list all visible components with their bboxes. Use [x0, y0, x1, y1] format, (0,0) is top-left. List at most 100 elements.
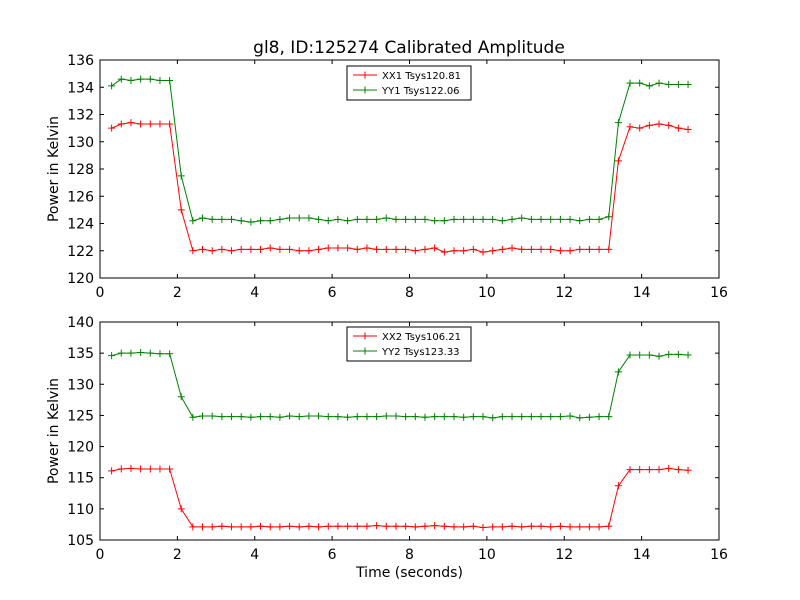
bottom-series-2-point	[276, 413, 284, 421]
top-series-2-point	[334, 215, 342, 223]
top-series-2-point	[237, 217, 245, 225]
bottom-series-1-point	[595, 523, 603, 531]
bottom-series-1-point	[489, 523, 497, 531]
bottom-series-1-point	[469, 522, 477, 530]
top-series-2-point	[614, 119, 622, 127]
bottom-series-1-point	[655, 466, 663, 474]
bottom-series-1-point	[189, 523, 197, 531]
bottom-series-2-point	[655, 352, 663, 360]
top-series-2-point	[527, 215, 535, 223]
top-legend: XX1 Tsys120.81 YY1 Tsys122.06	[346, 65, 472, 101]
top-series-1-point	[228, 247, 236, 255]
top-series-2-point	[489, 215, 497, 223]
bottom-series-1-point	[518, 523, 526, 531]
bottom-ytick-label: 120	[67, 440, 94, 456]
bottom-series-1-point	[228, 523, 236, 531]
bottom-series-2-point	[547, 413, 555, 421]
bottom-series-1-point	[537, 522, 545, 530]
top-series-2-point	[684, 81, 692, 89]
bottom-series-2-point	[177, 393, 185, 401]
bottom-series-1-point	[382, 522, 390, 530]
bottom-series-2-point	[334, 413, 342, 421]
top-series-1-point	[518, 245, 526, 253]
bottom-xtick-label: 12	[555, 547, 573, 563]
top-series-2-point	[537, 215, 545, 223]
bottom-series-2-point	[450, 413, 458, 421]
bottom-series-2-point	[146, 349, 154, 357]
bottom-series-1-point	[266, 523, 274, 531]
top-series-2-point	[276, 215, 284, 223]
bottom-series-1-point	[324, 522, 332, 530]
bottom-series-2-point	[665, 350, 673, 358]
top-series-1-point	[117, 120, 125, 128]
bottom-xtick-label: 14	[633, 547, 651, 563]
top-xtick-label: 0	[96, 285, 105, 301]
top-series-2-point	[199, 214, 207, 222]
bottom-series-1-point	[605, 522, 613, 530]
bottom-ytick-label: 125	[67, 408, 94, 424]
bottom-series-2-point	[166, 350, 174, 358]
top-series-1-point	[177, 206, 185, 214]
top-legend-label-1: XX1 Tsys120.81	[382, 71, 461, 82]
top-series-1-point	[556, 247, 564, 255]
top-series-1-point	[489, 247, 497, 255]
bottom-series-2-point	[218, 413, 226, 421]
top-series-1-point	[431, 244, 439, 252]
top-series-1-point	[411, 247, 419, 255]
bottom-series-2-point	[431, 413, 439, 421]
top-series-2-point	[460, 215, 468, 223]
top-series-2-point	[295, 214, 303, 222]
top-series-2-point	[636, 79, 644, 87]
top-series-2-point	[402, 215, 410, 223]
top-ytick-label: 124	[67, 217, 94, 233]
bottom-series-1-point	[392, 522, 400, 530]
top-series-2-point	[498, 217, 506, 225]
top-series-1-point	[315, 245, 323, 253]
bottom-series-1-point	[117, 465, 125, 473]
bottom-series-2-point	[440, 413, 448, 421]
bottom-series-1-point	[156, 465, 164, 473]
top-series-1-point	[665, 121, 673, 129]
bottom-series-2-point	[373, 413, 381, 421]
top-series-1-point	[527, 245, 535, 253]
top-ylabel: Power in Kelvin	[46, 116, 62, 222]
top-series-1-point	[166, 120, 174, 128]
bottom-series-1-point	[585, 523, 593, 531]
top-series-1-point	[614, 157, 622, 165]
bottom-ytick-label: 140	[67, 315, 94, 331]
top-xtick-label: 16	[710, 285, 728, 301]
bottom-xlabel: Time (seconds)	[355, 565, 463, 581]
bottom-xtick-label: 16	[710, 547, 728, 563]
top-series-2-point	[177, 172, 185, 180]
top-series-1-point	[344, 244, 352, 252]
bottom-series-2-point	[189, 413, 197, 421]
top-series-1-point	[626, 123, 634, 131]
bottom-series-1-point	[218, 522, 226, 530]
top-series-1-point	[189, 247, 197, 255]
top-series-2-point	[508, 215, 516, 223]
top-series-2-point	[556, 215, 564, 223]
bottom-series-2-point	[605, 413, 613, 421]
bottom-legend: XX2 Tsys106.21 YY2 Tsys123.33	[346, 326, 472, 362]
top-series-2-point	[315, 215, 323, 223]
bottom-series-1-point	[177, 505, 185, 513]
top-series-1-point	[450, 247, 458, 255]
top-series-2-point	[585, 215, 593, 223]
bottom-series-2-point	[127, 349, 135, 357]
top-series-1-point	[218, 245, 226, 253]
top-series-1-point	[498, 245, 506, 253]
top-legend-marker-1	[361, 71, 369, 79]
bottom-series-1-point	[305, 522, 313, 530]
top-series-1-point	[440, 248, 448, 256]
bottom-series-1-point	[344, 522, 352, 530]
bottom-series-2-point	[344, 413, 352, 421]
bottom-series-1-point	[208, 523, 216, 531]
top-series-1-point	[324, 244, 332, 252]
bottom-series-1-point	[402, 522, 410, 530]
top-series-2-point	[411, 215, 419, 223]
top-series-2-point	[117, 75, 125, 83]
bottom-series-2-point	[527, 413, 535, 421]
bottom-series-2-point	[411, 413, 419, 421]
bottom-series-1-point	[146, 465, 154, 473]
top-xtick-label: 4	[250, 285, 259, 301]
